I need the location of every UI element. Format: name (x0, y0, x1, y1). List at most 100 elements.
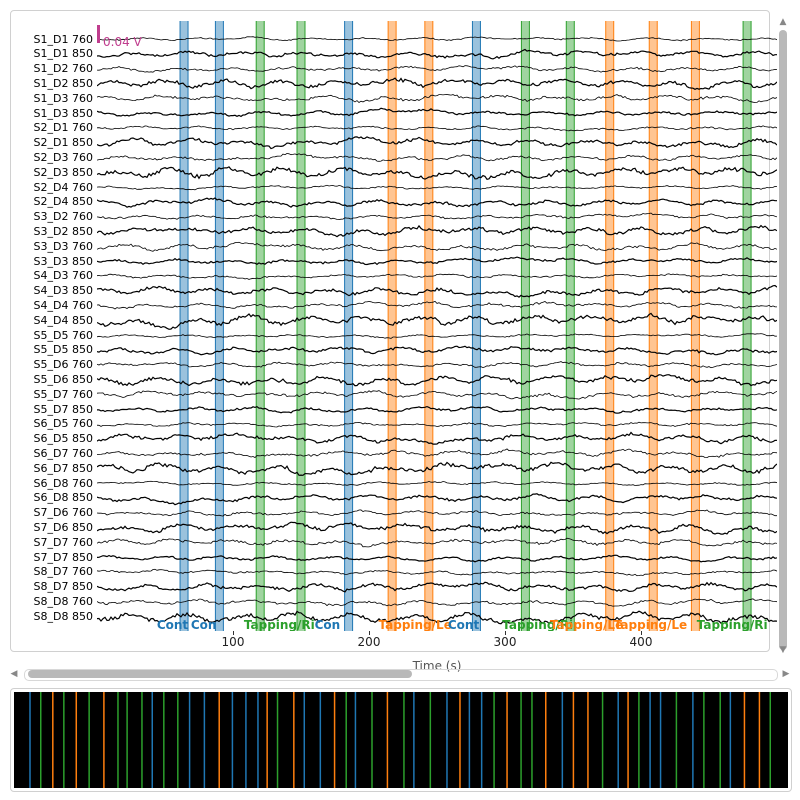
channel-label[interactable]: S5_D6 760 (33, 358, 93, 372)
annotation-label: Tapping/Ri (697, 618, 768, 631)
channel-label[interactable]: S6_D5 850 (33, 432, 93, 446)
channel-label[interactable]: S6_D8 850 (33, 491, 93, 505)
channel-label[interactable]: S3_D3 850 (33, 254, 93, 268)
channel-trace (97, 568, 777, 577)
channel-trace (97, 136, 777, 150)
channel-trace (97, 300, 777, 310)
channel-trace (97, 345, 777, 356)
channel-trace (97, 184, 777, 191)
horizontal-scrollbar[interactable]: ◀ ▶ (10, 666, 790, 682)
channel-label[interactable]: S7_D7 850 (33, 550, 93, 564)
x-tick-mark (233, 631, 234, 635)
channel-label[interactable]: S1_D2 760 (33, 62, 93, 76)
channel-label[interactable]: S7_D7 760 (33, 535, 93, 549)
channel-trace (97, 581, 777, 593)
vertical-scrollbar[interactable]: ▲ ▼ (776, 17, 790, 660)
channel-label[interactable]: S4_D3 850 (33, 284, 93, 298)
channel-label[interactable]: S7_D6 850 (33, 520, 93, 534)
channel-trace (97, 65, 777, 73)
channel-label[interactable]: S4_D4 760 (33, 298, 93, 312)
vertical-scroll-thumb[interactable] (779, 30, 787, 650)
overview-background (14, 692, 788, 788)
channel-label[interactable]: S1_D2 850 (33, 76, 93, 90)
channel-label[interactable]: S6_D7 850 (33, 461, 93, 475)
channel-trace (97, 284, 777, 298)
annotation-span (344, 21, 353, 631)
channel-label[interactable]: S5_D5 850 (33, 343, 93, 357)
channel-trace (97, 405, 777, 414)
scale-label: 0.04 V (103, 35, 142, 49)
channel-trace (97, 48, 777, 60)
channel-label[interactable]: S5_D7 760 (33, 387, 93, 401)
channel-label[interactable]: S3_D2 760 (33, 210, 93, 224)
x-tick-label: 100 (221, 635, 245, 649)
channel-trace (97, 152, 777, 162)
annotation-label: Tapping/Ri (502, 618, 573, 631)
channel-label[interactable]: S1_D1 850 (33, 47, 93, 61)
channel-label[interactable]: S8_D8 760 (33, 594, 93, 608)
raw-data-browser-panel: S1_D1 760 S1_D1 850 S1_D2 760 S1_D2 850 S1_D… (10, 10, 777, 673)
channel-label[interactable]: S3_D2 850 (33, 224, 93, 238)
channel-trace (97, 197, 777, 208)
annotation-span (566, 21, 575, 631)
channel-label[interactable]: S2_D1 850 (33, 136, 93, 150)
horizontal-scroll-thumb[interactable] (28, 670, 412, 678)
annotation-span (649, 21, 658, 631)
annotation-span (472, 21, 481, 631)
channel-label[interactable]: S1_D1 760 (33, 32, 93, 46)
channel-label[interactable]: S5_D5 760 (33, 328, 93, 342)
annotation-span (388, 21, 397, 631)
annotation-layer (179, 21, 752, 631)
channel-trace (97, 94, 777, 104)
channel-label[interactable]: S4_D3 760 (33, 269, 93, 283)
scroll-up-arrow-icon[interactable]: ▲ (779, 17, 787, 27)
channel-label[interactable]: S6_D5 760 (33, 417, 93, 431)
channel-label[interactable]: S2_D4 760 (33, 180, 93, 194)
channel-label[interactable]: S3_D3 760 (33, 239, 93, 253)
channel-trace (97, 77, 777, 90)
channel-label[interactable]: S1_D3 850 (33, 106, 93, 120)
channel-label[interactable]: S6_D7 760 (33, 446, 93, 460)
channel-trace (97, 521, 777, 535)
channel-label[interactable]: S2_D4 850 (33, 195, 93, 209)
scroll-right-arrow-icon[interactable]: ▶ (782, 669, 790, 679)
channel-trace (97, 333, 777, 339)
overview-annotation-strip[interactable] (14, 692, 788, 788)
channel-label[interactable]: S1_D3 760 (33, 91, 93, 105)
channel-trace (97, 166, 777, 180)
x-tick-mark (369, 631, 370, 635)
annotation-span (297, 21, 305, 631)
horizontal-scroll-track[interactable] (24, 669, 778, 681)
annotation-label: Cont (448, 618, 480, 631)
annotation-span (521, 21, 530, 631)
time-axis: Time (s) 100 200 300 400 (97, 631, 777, 673)
x-tick-label: 400 (629, 635, 653, 649)
channel-label[interactable]: S2_D1 760 (33, 121, 93, 135)
annotation-label: Tapping/Ri (244, 618, 315, 631)
channel-label[interactable]: S4_D4 850 (33, 313, 93, 327)
x-tick-mark (505, 631, 506, 635)
channel-trace (97, 431, 777, 445)
channel-label[interactable]: S8_D7 760 (33, 565, 93, 579)
channel-label[interactable]: S2_D3 850 (33, 165, 93, 179)
channel-label[interactable]: S5_D6 850 (33, 372, 93, 386)
scroll-left-arrow-icon[interactable]: ◀ (10, 669, 18, 679)
channel-label-column: S1_D1 760 S1_D1 850 S1_D2 760 S1_D2 850 S1_D… (11, 11, 97, 631)
overview-bar[interactable] (10, 688, 792, 792)
channel-trace (97, 241, 777, 252)
channel-trace (97, 554, 777, 563)
channel-label[interactable]: S5_D7 850 (33, 402, 93, 416)
channel-label[interactable]: S8_D8 850 (33, 609, 93, 623)
annotation-label: Con (191, 618, 217, 631)
channel-label[interactable]: S7_D6 760 (33, 506, 93, 520)
annotation-span (424, 21, 433, 631)
x-tick-mark (641, 631, 642, 635)
scroll-down-arrow-icon[interactable]: ▼ (779, 645, 787, 655)
channel-label[interactable]: S2_D3 760 (33, 150, 93, 164)
channel-trace (97, 212, 777, 221)
channel-label[interactable]: S6_D8 760 (33, 476, 93, 490)
annotation-span (180, 21, 189, 631)
channel-label[interactable]: S8_D7 850 (33, 580, 93, 594)
